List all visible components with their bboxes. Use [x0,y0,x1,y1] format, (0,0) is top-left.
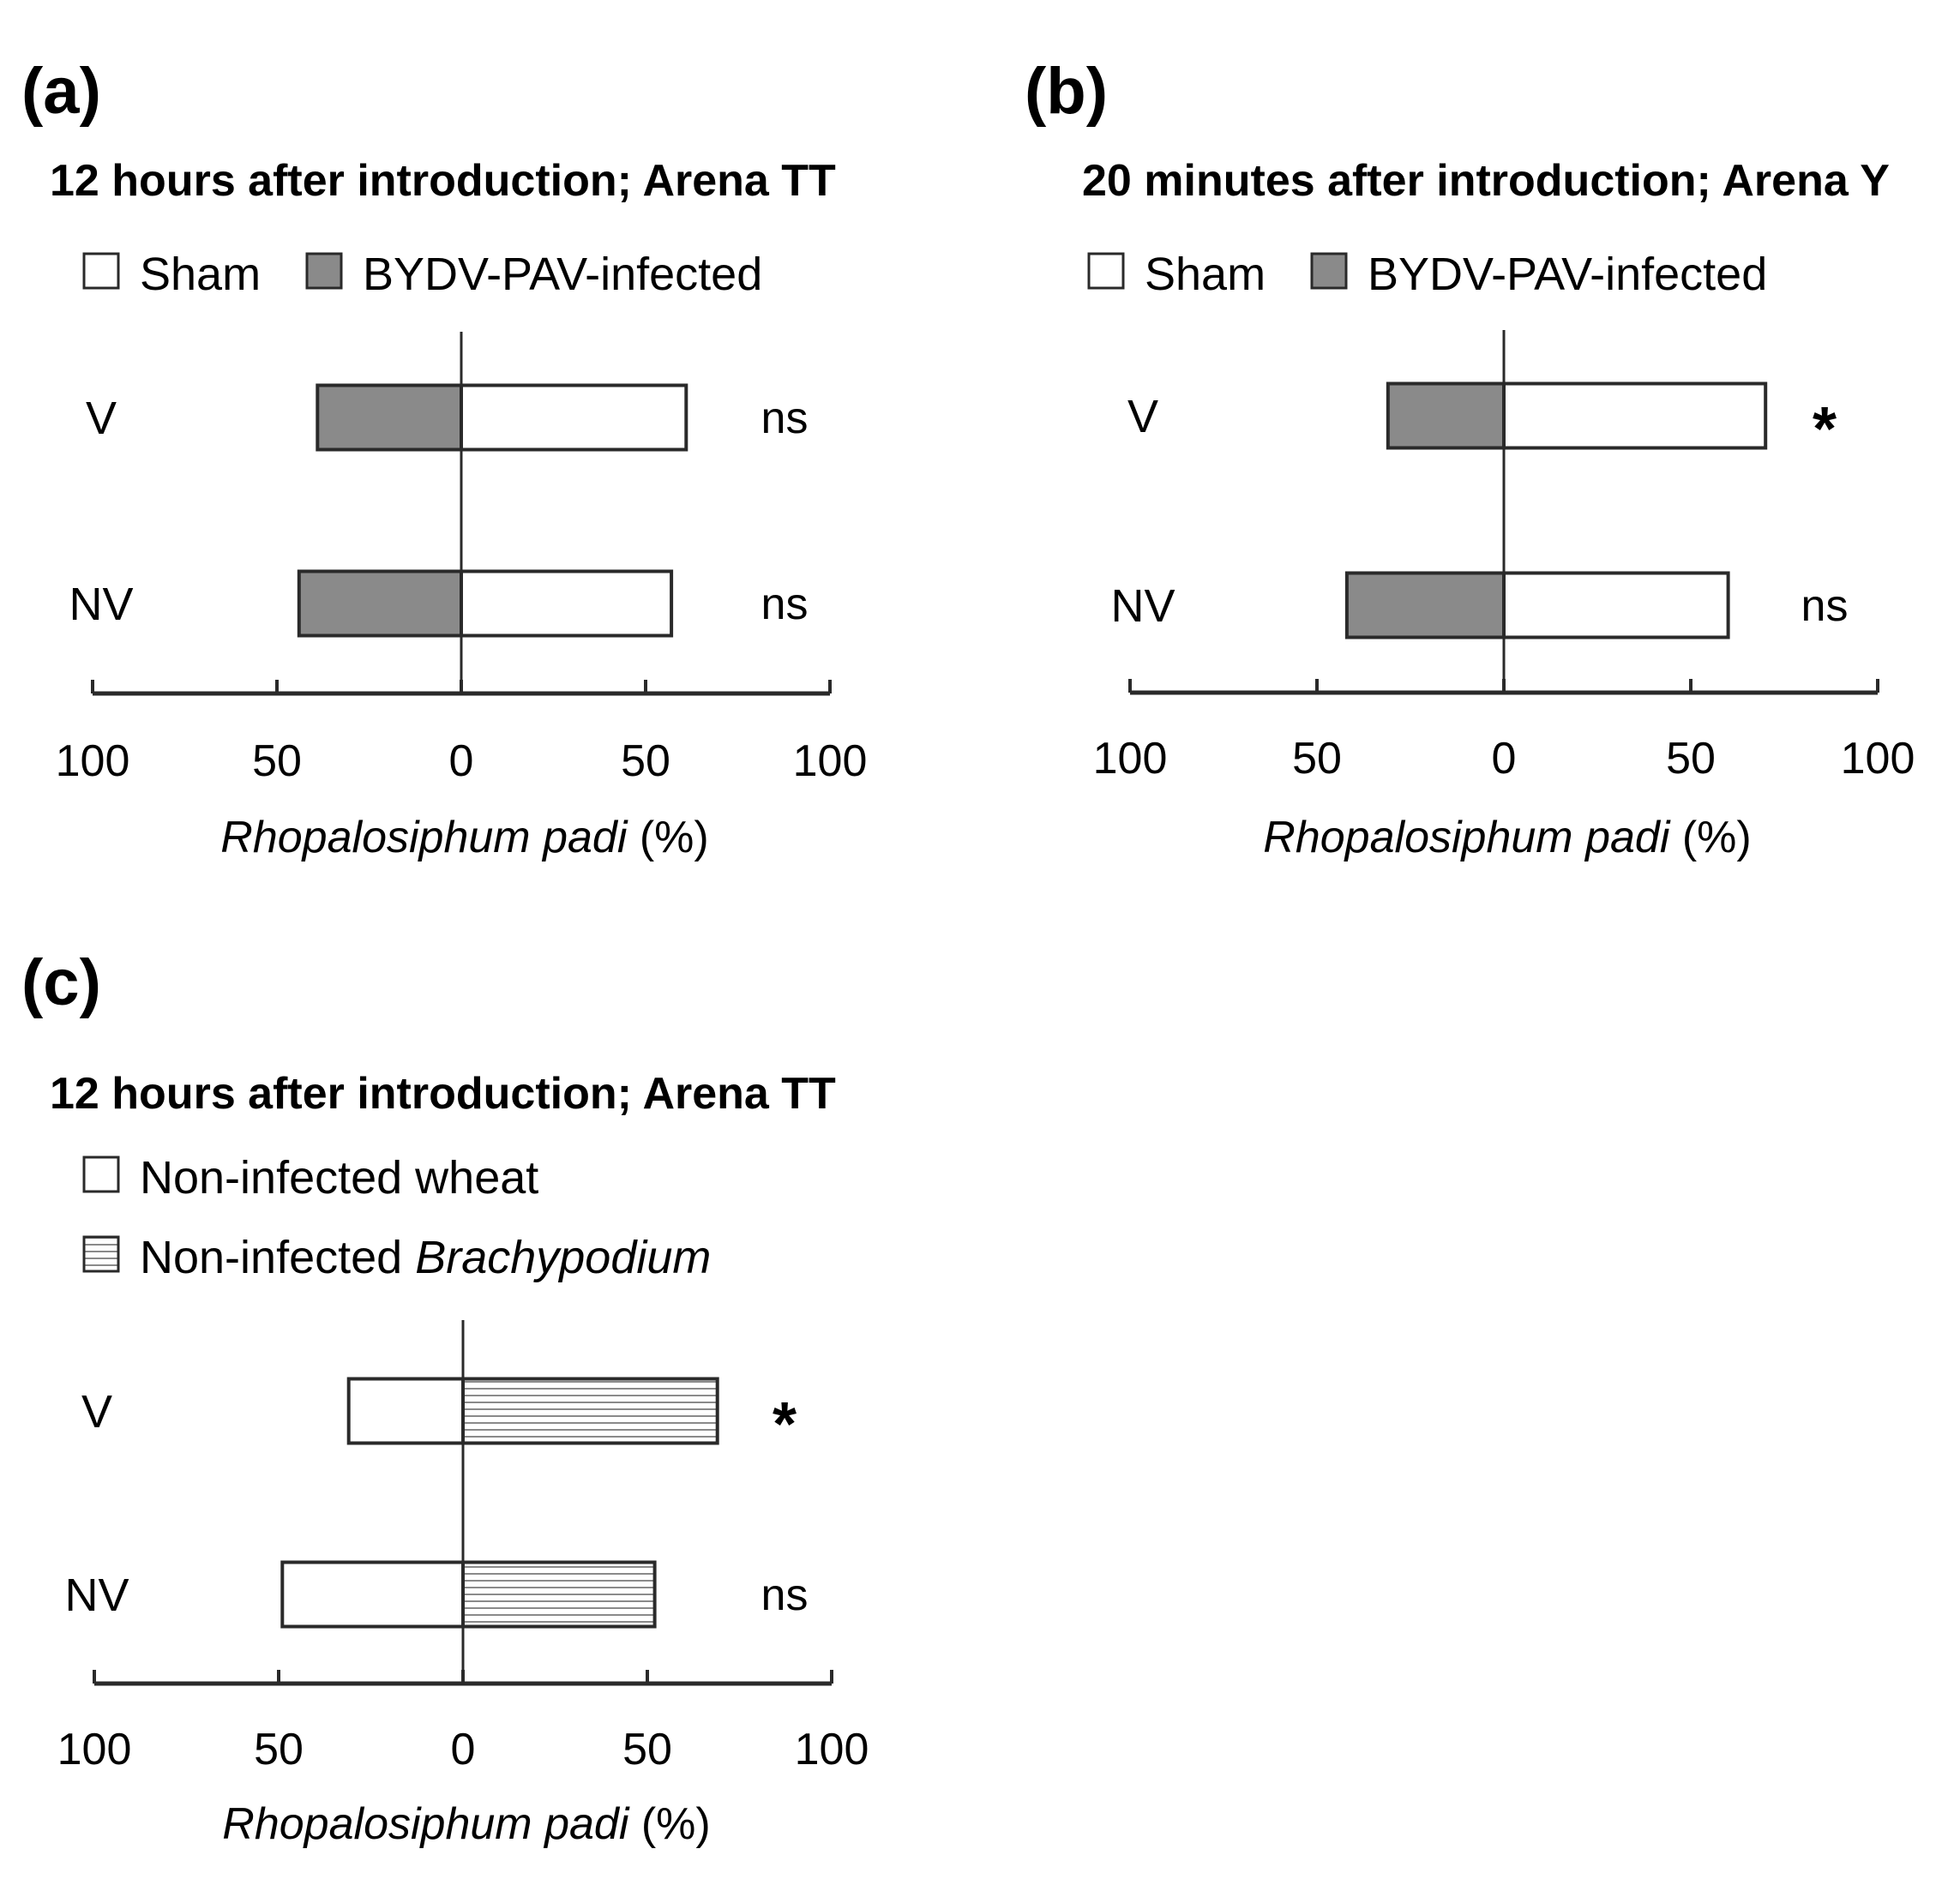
chart-c: 100 50 0 50 100 V NV * ns Rhopalosiphum padi (%) [57,1320,869,1849]
legend-label-brachypodium-plain: Non-infected [140,1232,415,1283]
legend-swatch-brachypodium [82,1235,120,1273]
x-tick-label: 50 [622,1725,672,1774]
x-tick-label: 50 [254,1725,304,1774]
significance-label: ns [761,1570,809,1620]
legend-swatch-wheat [82,1156,120,1193]
bar-v-right [461,1377,719,1445]
legend-label-brachypodium-italic: Brachypodium [415,1232,711,1283]
x-tick-label: 50 [1666,734,1716,783]
panel-label: (b) [1025,55,1108,128]
legend-label-brachypodium: Non-infected Brachypodium [140,1232,711,1283]
bar-nv-left [297,569,463,638]
bar-v-left [346,1377,466,1445]
panel-label: (a) [21,55,101,128]
bar-v-left [1386,381,1506,450]
panel-a: (a) 12 hours after introduction; Arena T… [21,55,867,862]
legend-swatch-sham [82,252,120,290]
bar-nv-right [460,569,674,638]
panel-b: (b) 20 minutes after introduction; Arena… [1025,55,1915,862]
x-tick-label: 0 [449,736,474,786]
x-axis-label-unit: (%) [628,1799,710,1849]
significance-label: * [1813,395,1837,464]
panel-title: 12 hours after introduction; Arena TT [50,156,836,206]
legend-label-sham: Sham [140,249,261,300]
significance-label: * [773,1390,797,1459]
x-axis-label-unit: (%) [1669,813,1751,862]
category-label: NV [69,579,133,630]
category-label: V [81,1386,112,1438]
x-axis-label: Rhopalosiphum padi (%) [1263,813,1751,862]
x-tick-label: 100 [795,1725,869,1774]
legend-label-infected: BYDV-PAV-infected [1368,249,1767,300]
bar-nv-right [461,1560,657,1629]
bar-nv-left [1344,571,1506,639]
chart-a: 100 50 0 50 100 V NV ns ns Rhopalosiphum padi (%) [56,332,868,862]
category-label: NV [1110,580,1175,632]
panel-c: (c) 12 hours after introduction; Arena T… [21,946,869,1849]
bar-v-right [1502,381,1768,450]
legend-label-infected: BYDV-PAV-infected [363,249,762,300]
x-axis-label-unit: (%) [627,813,708,862]
panel-title: 20 minutes after introduction; Arena Y [1082,156,1890,206]
legend-swatch-infected [305,252,343,290]
x-axis-label-italic: Rhopalosiphum padi [222,1799,630,1849]
significance-label: ns [761,579,809,629]
legend-label-sham: Sham [1145,249,1266,300]
bar-v-left [316,383,463,452]
category-label: V [86,393,117,444]
x-tick-label: 100 [1841,734,1915,783]
x-tick-label: 50 [1292,734,1342,783]
chart-b: 100 50 0 50 100 V NV * ns Rhopalosiphum padi (%) [1093,330,1915,862]
bar-nv-right [1502,571,1730,639]
panel-title: 12 hours after introduction; Arena TT [50,1069,836,1119]
category-label: V [1127,391,1158,442]
x-axis-label-italic: Rhopalosiphum padi [1263,813,1671,862]
x-tick-label: 0 [1492,734,1517,783]
x-tick-label: 100 [1093,734,1168,783]
x-tick-label: 100 [57,1725,132,1774]
x-tick-label: 0 [451,1725,476,1774]
x-axis-label-italic: Rhopalosiphum padi [220,813,628,862]
x-tick-label: 100 [56,736,130,786]
significance-label: ns [761,393,809,443]
x-axis-label: Rhopalosiphum padi (%) [222,1799,710,1849]
bar-v-right [460,383,688,452]
significance-label: ns [1801,581,1849,631]
x-tick-label: 50 [621,736,670,786]
panel-label: (c) [21,946,101,1019]
bar-nv-left [280,1560,465,1629]
x-tick-label: 100 [793,736,868,786]
legend-swatch-infected [1310,252,1348,290]
legend-swatch-sham [1087,252,1125,290]
legend-label-wheat: Non-infected wheat [140,1152,538,1204]
x-tick-label: 50 [252,736,302,786]
x-axis-label: Rhopalosiphum padi (%) [220,813,708,862]
category-label: NV [64,1570,129,1621]
